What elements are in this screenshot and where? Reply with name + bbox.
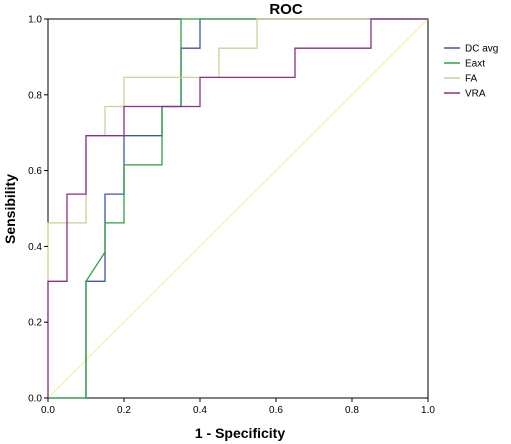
reference-diagonal-line <box>47 18 429 399</box>
y-tick-label: 0.6 <box>28 166 42 177</box>
legend: DC avg Eaxt FA VRA <box>444 44 498 100</box>
series-line-eaxt <box>48 18 428 399</box>
series-layer <box>47 18 428 399</box>
y-tick-label: 0.2 <box>28 318 42 329</box>
y-tick-label: 0.4 <box>28 242 42 253</box>
y-tick-label: 0.8 <box>28 90 42 101</box>
x-axis-ticks: 0.0 0.2 0.4 0.6 0.8 1.0 <box>41 398 435 416</box>
x-tick-label: 0.2 <box>117 405 131 416</box>
x-tick-label: 0.8 <box>345 405 359 416</box>
series-line-vra <box>47 18 428 398</box>
y-axis-title: Sensibility <box>2 174 18 244</box>
legend-label-vra: VRA <box>465 89 486 100</box>
x-tick-label: 0.4 <box>193 405 207 416</box>
series-line-dc-avg <box>48 18 428 399</box>
y-tick-label: 0.0 <box>28 394 42 405</box>
x-tick-label: 0.6 <box>269 405 283 416</box>
legend-label-fa: FA <box>465 74 478 85</box>
y-axis-ticks: 0.0 0.2 0.4 0.6 0.8 1.0 <box>28 15 48 405</box>
legend-label-dc-avg: DC avg <box>465 44 498 55</box>
y-tick-label: 1.0 <box>28 15 42 26</box>
reference-line-layer <box>47 18 429 399</box>
legend-label-eaxt: Eaxt <box>465 59 485 70</box>
x-axis-title: 1 - Specificity <box>195 425 285 441</box>
x-tick-label: 1.0 <box>421 405 435 416</box>
chart-title: ROC <box>269 1 303 18</box>
x-tick-label: 0.0 <box>41 405 55 416</box>
